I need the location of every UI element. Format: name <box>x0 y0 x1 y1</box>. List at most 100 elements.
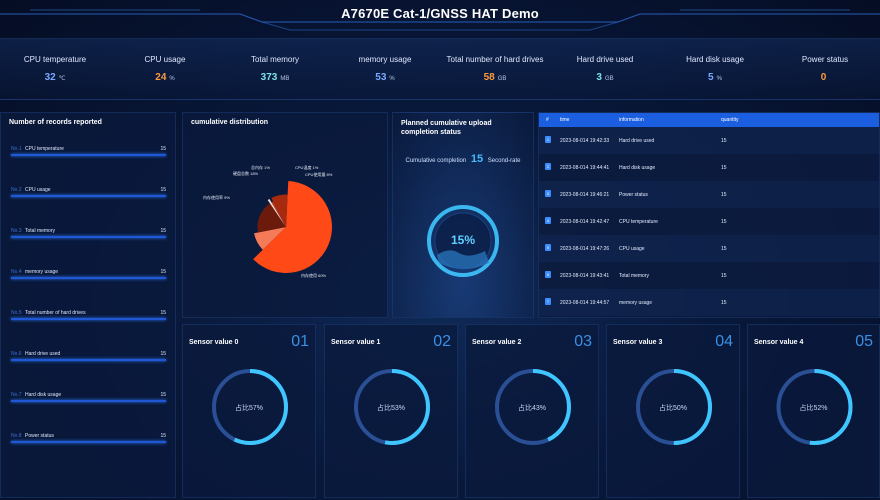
stat-value: 3 <box>596 72 602 83</box>
stat-unit: GB <box>604 76 614 82</box>
completion-label: Cumulative completion <box>405 158 467 164</box>
completion-gauge <box>427 205 499 277</box>
sensor-title: Sensor value 1 <box>331 339 381 346</box>
stat-unit: % <box>716 76 722 82</box>
row-info: Total memory <box>619 273 650 279</box>
row-info: Hard disk usage <box>619 165 656 171</box>
sensor-title: Sensor value 4 <box>754 339 804 346</box>
table-row[interactable]: 4 2023-08-014 19:42:47 CPU temperature 1… <box>539 208 879 235</box>
record-name: Hard disk usage <box>25 392 62 398</box>
row-qty: 15 <box>721 273 727 279</box>
record-row: No.3 Total memory 15 <box>11 228 166 242</box>
stat-value: 373 <box>260 72 278 83</box>
sensor-number: 02 <box>433 333 451 350</box>
stat-label: Power status <box>801 55 849 64</box>
sensor-gauge <box>495 369 571 445</box>
pie-slice <box>257 203 286 233</box>
sensor-percent: 占比50% <box>658 405 687 412</box>
stat-label: Hard drive used <box>576 55 634 64</box>
table-header: # time information quantity <box>539 113 879 127</box>
th-quantity: quantity <box>721 117 739 123</box>
row-qty: 15 <box>721 165 727 171</box>
sensor-percent: 占比43% <box>517 405 546 412</box>
table-row[interactable]: 5 2023-08-014 19:47:26 CPU usage 15 <box>539 235 879 262</box>
row-index: 2 <box>545 163 551 170</box>
gauge-fill <box>495 369 571 445</box>
stat-value: 24 <box>155 72 167 83</box>
sensor-gauge <box>212 369 288 445</box>
stat-hard-drive-used: Hard drive used 3 GB <box>550 39 660 101</box>
table-row[interactable]: 6 2023-08-014 19:43:41 Total memory 15 <box>539 262 879 289</box>
record-count: 15 <box>160 187 166 193</box>
sensor-title: Sensor value 0 <box>189 339 239 346</box>
pie-slice <box>254 227 286 250</box>
table-row[interactable]: 3 2023-08-014 19:46:21 Power status 15 <box>539 181 879 208</box>
stat-label: CPU temperature <box>23 55 87 64</box>
row-index: 7 <box>545 298 551 305</box>
record-row: No.7 Hard disk usage 15 <box>11 392 166 406</box>
record-name: Power status <box>25 433 54 439</box>
record-row: No.6 Hard drive used 15 <box>11 351 166 365</box>
record-count: 15 <box>160 228 166 234</box>
record-name: memory usage <box>25 269 59 275</box>
stat-label: Total memory <box>250 55 299 64</box>
stat-value: 53 <box>375 72 387 83</box>
record-bar <box>11 195 166 197</box>
record-no: No.6 <box>11 351 22 357</box>
record-name: CPU temperature <box>25 146 64 152</box>
sensor-number: 05 <box>855 333 873 350</box>
completion-panel: Planned cumulative upload completion sta… <box>392 112 534 318</box>
pie-label: 内存使用率 9% <box>203 195 230 200</box>
record-no: No.5 <box>11 310 22 316</box>
record-name: Hard drive used <box>25 351 61 357</box>
pie-label: 总内存 1% <box>251 165 270 170</box>
record-count: 15 <box>160 310 166 316</box>
stat-cpu-usage: CPU usage 24% <box>110 39 220 101</box>
row-time: 2023-08-014 19:42:47 <box>560 219 610 225</box>
distribution-panel: cumulative distribution CPU温度 1% CPU使用量 … <box>182 112 388 318</box>
records-title: Number of records reported <box>9 119 102 126</box>
row-info: Hard drive used <box>619 138 655 144</box>
record-bar <box>11 236 166 238</box>
row-time: 2023-08-014 19:46:21 <box>560 192 610 198</box>
stat-cpu-temperature: CPU temperature 32 ℃ <box>0 39 110 101</box>
record-no: No.2 <box>11 187 22 193</box>
stat-value: 58 <box>483 72 495 83</box>
record-count: 15 <box>160 146 166 152</box>
row-index: 5 <box>545 244 551 251</box>
row-qty: 15 <box>721 246 727 252</box>
record-row: No.8 Power status 15 <box>11 433 166 447</box>
stat-hard-disk-usage: Hard disk usage 5% <box>660 39 770 101</box>
sensor-card-0: Sensor value 0 01 占比57% <box>182 324 316 498</box>
row-index: 4 <box>545 217 551 224</box>
completion-line: Cumulative completion 15 Second-rate <box>393 153 533 165</box>
stat-memory-usage: memory usage 53% <box>330 39 440 101</box>
record-count: 15 <box>160 351 166 357</box>
row-qty: 15 <box>721 219 727 225</box>
stat-value: 0 <box>820 72 827 83</box>
row-time: 2023-08-014 19:44:57 <box>560 300 610 306</box>
pie-label: CPU温度 1% <box>295 165 319 170</box>
record-bar <box>11 441 166 443</box>
gauge-fill <box>354 369 430 445</box>
pie-slice <box>271 194 288 227</box>
header: A7670E Cat-1/GNSS HAT Demo <box>0 0 880 34</box>
sensor-number: 01 <box>291 333 309 350</box>
distribution-title: cumulative distribution <box>191 119 269 126</box>
page-title: A7670E Cat-1/GNSS HAT Demo <box>341 6 539 21</box>
row-time: 2023-08-014 19:47:26 <box>560 246 610 252</box>
row-time: 2023-08-014 19:42:33 <box>560 138 610 144</box>
table-row[interactable]: 1 2023-08-014 19:42:33 Hard drive used 1… <box>539 127 879 154</box>
completion-title: Planned cumulative upload completion sta… <box>401 120 492 136</box>
table-row[interactable]: 2 2023-08-014 19:44:41 Hard disk usage 1… <box>539 154 879 181</box>
stat-unit: ℃ <box>58 76 66 82</box>
row-time: 2023-08-014 19:43:41 <box>560 273 610 279</box>
th-time: time <box>560 117 570 123</box>
record-bar <box>11 277 166 279</box>
record-no: No.8 <box>11 433 22 439</box>
table-row[interactable]: 7 2023-08-014 19:44:57 memory usage 15 <box>539 289 879 316</box>
row-qty: 15 <box>721 138 727 144</box>
stat-unit: % <box>169 76 175 82</box>
gauge-fill <box>636 369 712 445</box>
pie-slice <box>267 198 286 227</box>
